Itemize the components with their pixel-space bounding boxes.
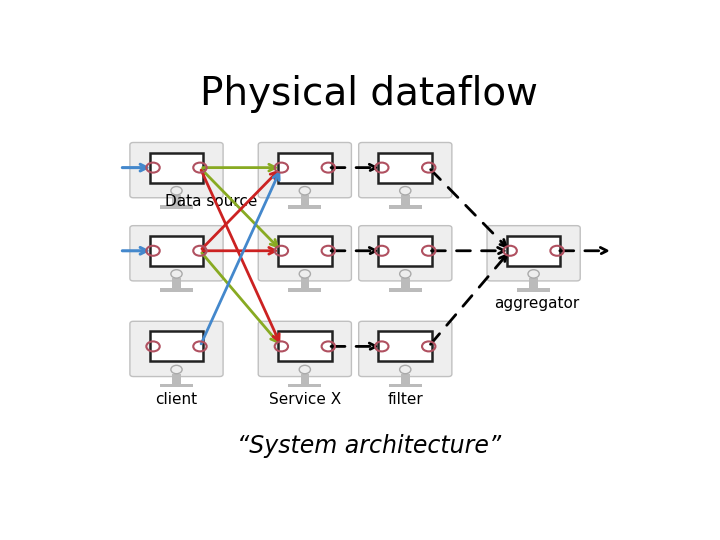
Bar	[160, 288, 193, 292]
Text: Physical dataflow: Physical dataflow	[200, 75, 538, 113]
Bar	[289, 288, 321, 292]
Bar	[529, 279, 538, 288]
FancyBboxPatch shape	[359, 226, 452, 281]
Bar	[300, 195, 309, 205]
FancyBboxPatch shape	[258, 226, 351, 281]
Bar	[278, 332, 332, 361]
Bar	[379, 332, 432, 361]
Bar	[172, 195, 181, 205]
FancyBboxPatch shape	[359, 143, 452, 198]
Text: client: client	[156, 392, 197, 407]
FancyBboxPatch shape	[130, 143, 223, 198]
Bar	[507, 235, 560, 266]
Bar	[160, 205, 193, 208]
Text: filter: filter	[387, 392, 423, 407]
Bar	[379, 152, 432, 183]
Bar	[300, 374, 309, 384]
Text: “System architecture”: “System architecture”	[237, 434, 501, 458]
Bar	[401, 374, 410, 384]
Bar	[517, 288, 550, 292]
Bar	[389, 205, 422, 208]
FancyBboxPatch shape	[487, 226, 580, 281]
Bar	[172, 279, 181, 288]
Bar	[172, 374, 181, 384]
Bar	[278, 235, 332, 266]
Bar	[289, 205, 321, 208]
Bar	[401, 195, 410, 205]
Bar	[289, 384, 321, 387]
FancyBboxPatch shape	[130, 226, 223, 281]
Bar	[389, 384, 422, 387]
Bar	[379, 235, 432, 266]
Bar	[150, 332, 203, 361]
Text: Data source: Data source	[166, 194, 258, 208]
Bar	[401, 279, 410, 288]
FancyBboxPatch shape	[258, 143, 351, 198]
Bar	[278, 152, 332, 183]
Bar	[389, 288, 422, 292]
Bar	[300, 279, 309, 288]
Text: Service X: Service X	[269, 392, 341, 407]
Bar	[150, 235, 203, 266]
Text: aggregator: aggregator	[494, 296, 579, 311]
Bar	[150, 152, 203, 183]
FancyBboxPatch shape	[258, 321, 351, 376]
FancyBboxPatch shape	[359, 321, 452, 376]
FancyBboxPatch shape	[130, 321, 223, 376]
Bar	[160, 384, 193, 387]
